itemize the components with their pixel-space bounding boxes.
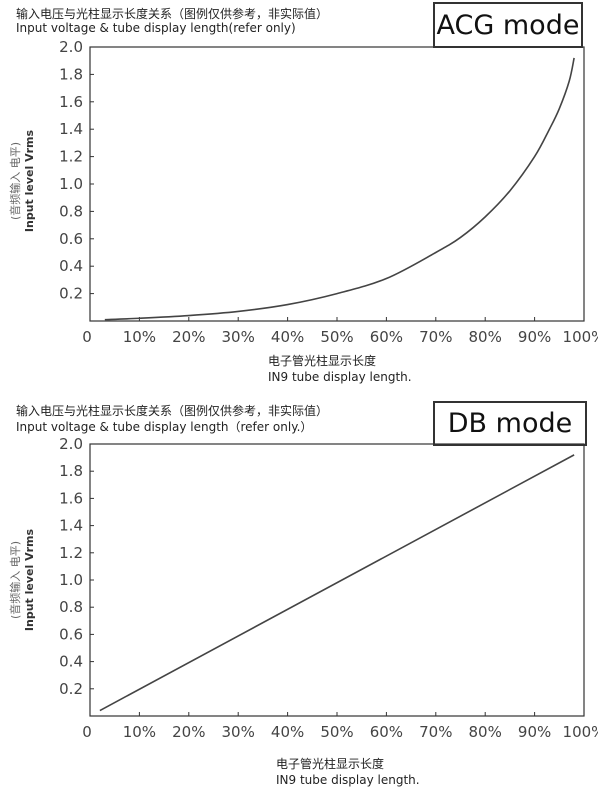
x-tick-label: 70% [419, 723, 452, 741]
chart-title-cn: 输入电压与光柱显示长度关系（图例仅供参考，非实际值） [16, 404, 329, 418]
y-tick-label: 0.6 [59, 230, 83, 248]
y-tick-label: 0.4 [59, 653, 83, 671]
x-axis-label-en: IN9 tube display length. [276, 773, 420, 787]
db-chart-plot: 0.2 0.4 0.6 0.8 1.0 1.2 1.4 1.6 1.8 2.0 0 10% 20% 30%… [59, 435, 598, 741]
y-tick-label: 1.2 [59, 148, 83, 166]
plot-frame [89, 46, 585, 322]
x-tick-label: 80% [469, 328, 502, 346]
y-tick-label: 1.2 [59, 544, 83, 562]
x-tick-label: 60% [370, 723, 403, 741]
x-tick-label: 40% [271, 328, 304, 346]
x-axis-label-cn: 电子管光柱显示长度 [268, 354, 377, 368]
y-tick-label: 0.4 [59, 257, 83, 275]
mode-label-box: ACG mode [433, 2, 583, 48]
y-tick-label: 1.4 [59, 517, 83, 535]
x-tick-label: 20% [172, 723, 205, 741]
series-line [104, 57, 575, 321]
x-tick-label: 100% [563, 328, 598, 346]
x-tick-label: 30% [222, 328, 255, 346]
x-tick-label: 60% [370, 328, 403, 346]
y-tick-label: 1.8 [59, 65, 83, 83]
y-tick-label: 0.8 [59, 202, 83, 220]
y-tick-label: 2.0 [59, 435, 83, 453]
y-tick-label: 0.8 [59, 598, 83, 616]
y-tick-label: 0.6 [59, 625, 83, 643]
x-tick-label: 90% [518, 328, 551, 346]
y-tick-label: 1.0 [59, 571, 83, 589]
acg-chart-panel: 输入电压与光柱显示长度关系（图例仅供参考，非实际值） Input voltage… [9, 2, 598, 384]
x-tick-label: 10% [123, 328, 156, 346]
y-tick-label: 1.4 [59, 120, 83, 138]
y-tick-label: 0.2 [59, 680, 83, 698]
mode-label-box: DB mode [433, 401, 587, 446]
x-axis-label-cn: 电子管光柱显示长度 [276, 757, 385, 771]
x-tick-label: 0 [82, 328, 92, 346]
x-tick-label: 40% [271, 723, 304, 741]
x-tick-label: 30% [222, 723, 255, 741]
y-tick-label: 2.0 [59, 38, 83, 56]
y-tick-label: 1.6 [59, 93, 83, 111]
x-tick-label: 70% [419, 328, 452, 346]
x-tick-label: 50% [320, 723, 353, 741]
chart-title-en: Input voltage & tube display length（refe… [16, 420, 313, 434]
db-chart-panel: 输入电压与光柱显示长度关系（图例仅供参考，非实际值） Input voltage… [0, 397, 598, 789]
chart-title-en: Input voltage & tube display length(refe… [16, 21, 296, 35]
acg-chart-plot: 0.2 0.4 0.6 0.8 1.0 1.2 1.4 1.6 1.8 2.0 0 10% 20% 30%… [59, 38, 598, 346]
chart-title-cn: 输入电压与光柱显示长度关系（图例仅供参考，非实际值） [16, 7, 329, 21]
series-line [99, 454, 575, 712]
x-tick-label: 50% [320, 328, 353, 346]
y-tick-label: 0.2 [59, 285, 83, 303]
x-tick-label: 0 [82, 723, 92, 741]
x-tick-label: 90% [518, 723, 551, 741]
y-tick-label: 1.0 [59, 175, 83, 193]
x-tick-label: 10% [123, 723, 156, 741]
x-tick-label: 80% [469, 723, 502, 741]
y-tick-label: 1.6 [59, 489, 83, 507]
y-tick-label: 1.8 [59, 462, 83, 480]
x-tick-label: 20% [172, 328, 205, 346]
x-axis-label-en: IN9 tube display length. [268, 370, 412, 384]
x-tick-label: 100% [563, 723, 598, 741]
